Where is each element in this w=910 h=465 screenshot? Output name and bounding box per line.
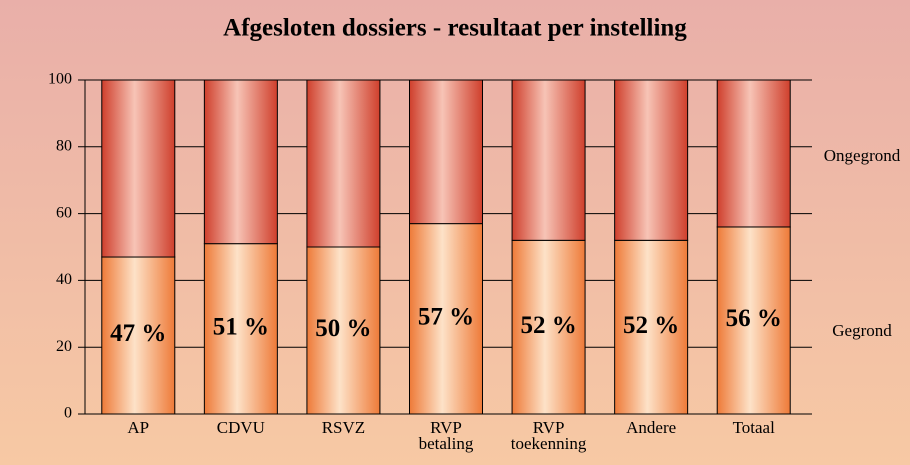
value-label: 47 % (110, 320, 166, 347)
y-tick-label: 40 (56, 271, 72, 288)
y-tick-label: 20 (56, 338, 72, 355)
bar-segment (306, 79, 381, 248)
bar-segment (409, 223, 483, 415)
value-label: 56 % (726, 305, 782, 332)
bar-segment (716, 226, 791, 415)
bar-segment (511, 79, 586, 241)
bar-segment (101, 79, 176, 258)
y-tick-label: 60 (56, 204, 72, 221)
x-tick-label: CDVU (216, 418, 265, 437)
value-label: 52 % (520, 312, 576, 339)
bar-segment (614, 239, 689, 415)
bar-segment (203, 243, 278, 415)
x-tick-label: Andere (626, 418, 677, 437)
x-tick-label: RVP betaling (418, 418, 474, 453)
value-label: 50 % (315, 315, 371, 342)
value-label: 51 % (213, 314, 269, 341)
bar-segment (203, 79, 278, 245)
bar-segment (716, 79, 791, 228)
y-tick-label: 80 (56, 137, 72, 154)
legend-label: Gegrond (832, 321, 892, 340)
chart-title: Afgesloten dossiers - resultaat per inst… (223, 15, 687, 42)
bar-segment (614, 79, 689, 241)
x-tick-label: RVP toekenning (510, 418, 587, 453)
x-tick-label: RSVZ (321, 418, 366, 437)
bar-segment (409, 79, 483, 225)
value-label: 57 % (418, 304, 474, 331)
x-tick-label: AP (127, 418, 150, 437)
value-label: 52 % (623, 312, 679, 339)
x-tick-label: Totaal (732, 418, 775, 437)
y-tick-label: 100 (48, 71, 72, 88)
y-tick-label: 0 (64, 405, 72, 422)
legend-label: Ongegrond (824, 146, 901, 165)
bar-segment (306, 246, 381, 415)
bar-segment (511, 239, 586, 415)
